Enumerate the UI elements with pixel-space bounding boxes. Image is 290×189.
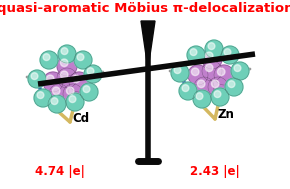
Circle shape: [218, 68, 225, 76]
Circle shape: [66, 87, 74, 95]
Polygon shape: [141, 21, 155, 69]
Circle shape: [60, 71, 68, 79]
Circle shape: [31, 73, 38, 80]
Circle shape: [49, 84, 69, 104]
Circle shape: [171, 64, 189, 82]
Circle shape: [40, 51, 58, 69]
Circle shape: [194, 77, 214, 97]
Text: Cd: Cd: [72, 112, 89, 125]
Circle shape: [179, 82, 197, 100]
Circle shape: [87, 68, 94, 74]
Circle shape: [182, 85, 189, 91]
Circle shape: [221, 46, 239, 64]
Circle shape: [211, 88, 229, 106]
Circle shape: [174, 67, 181, 74]
Circle shape: [193, 90, 211, 108]
Circle shape: [43, 72, 63, 92]
Circle shape: [190, 49, 197, 56]
Circle shape: [214, 65, 234, 85]
Circle shape: [211, 80, 219, 88]
Circle shape: [57, 56, 77, 76]
Circle shape: [231, 62, 249, 80]
Circle shape: [84, 65, 102, 83]
Circle shape: [61, 48, 68, 55]
Circle shape: [43, 54, 50, 60]
Circle shape: [234, 65, 241, 72]
Circle shape: [69, 72, 89, 92]
Circle shape: [225, 78, 243, 96]
Text: Zn: Zn: [217, 108, 234, 122]
Circle shape: [80, 83, 98, 101]
Circle shape: [58, 45, 76, 63]
Circle shape: [224, 49, 231, 56]
Circle shape: [72, 75, 80, 83]
Circle shape: [48, 95, 66, 113]
Circle shape: [202, 49, 222, 69]
Circle shape: [202, 61, 222, 81]
Circle shape: [214, 91, 221, 98]
Circle shape: [46, 75, 54, 83]
Circle shape: [51, 98, 58, 105]
Circle shape: [74, 51, 92, 69]
Circle shape: [77, 54, 84, 60]
Circle shape: [197, 80, 205, 88]
Circle shape: [191, 68, 199, 76]
Circle shape: [205, 40, 223, 58]
Circle shape: [188, 65, 208, 85]
Circle shape: [187, 46, 205, 64]
Text: 4.74 |e|: 4.74 |e|: [35, 164, 85, 177]
Circle shape: [228, 81, 235, 88]
Circle shape: [205, 64, 213, 72]
Circle shape: [60, 59, 68, 67]
Text: quasi-aromatic Möbius π-delocalization: quasi-aromatic Möbius π-delocalization: [0, 2, 290, 15]
Circle shape: [28, 70, 46, 88]
Circle shape: [52, 87, 60, 95]
Circle shape: [83, 86, 90, 93]
Circle shape: [205, 52, 213, 60]
Text: 2.43 |e|: 2.43 |e|: [190, 164, 240, 177]
Circle shape: [208, 77, 228, 97]
Circle shape: [37, 92, 44, 98]
Circle shape: [63, 84, 83, 104]
Circle shape: [208, 43, 215, 50]
Circle shape: [66, 93, 84, 111]
Circle shape: [34, 89, 52, 107]
Circle shape: [57, 68, 77, 88]
Circle shape: [69, 96, 76, 103]
Circle shape: [196, 93, 203, 100]
